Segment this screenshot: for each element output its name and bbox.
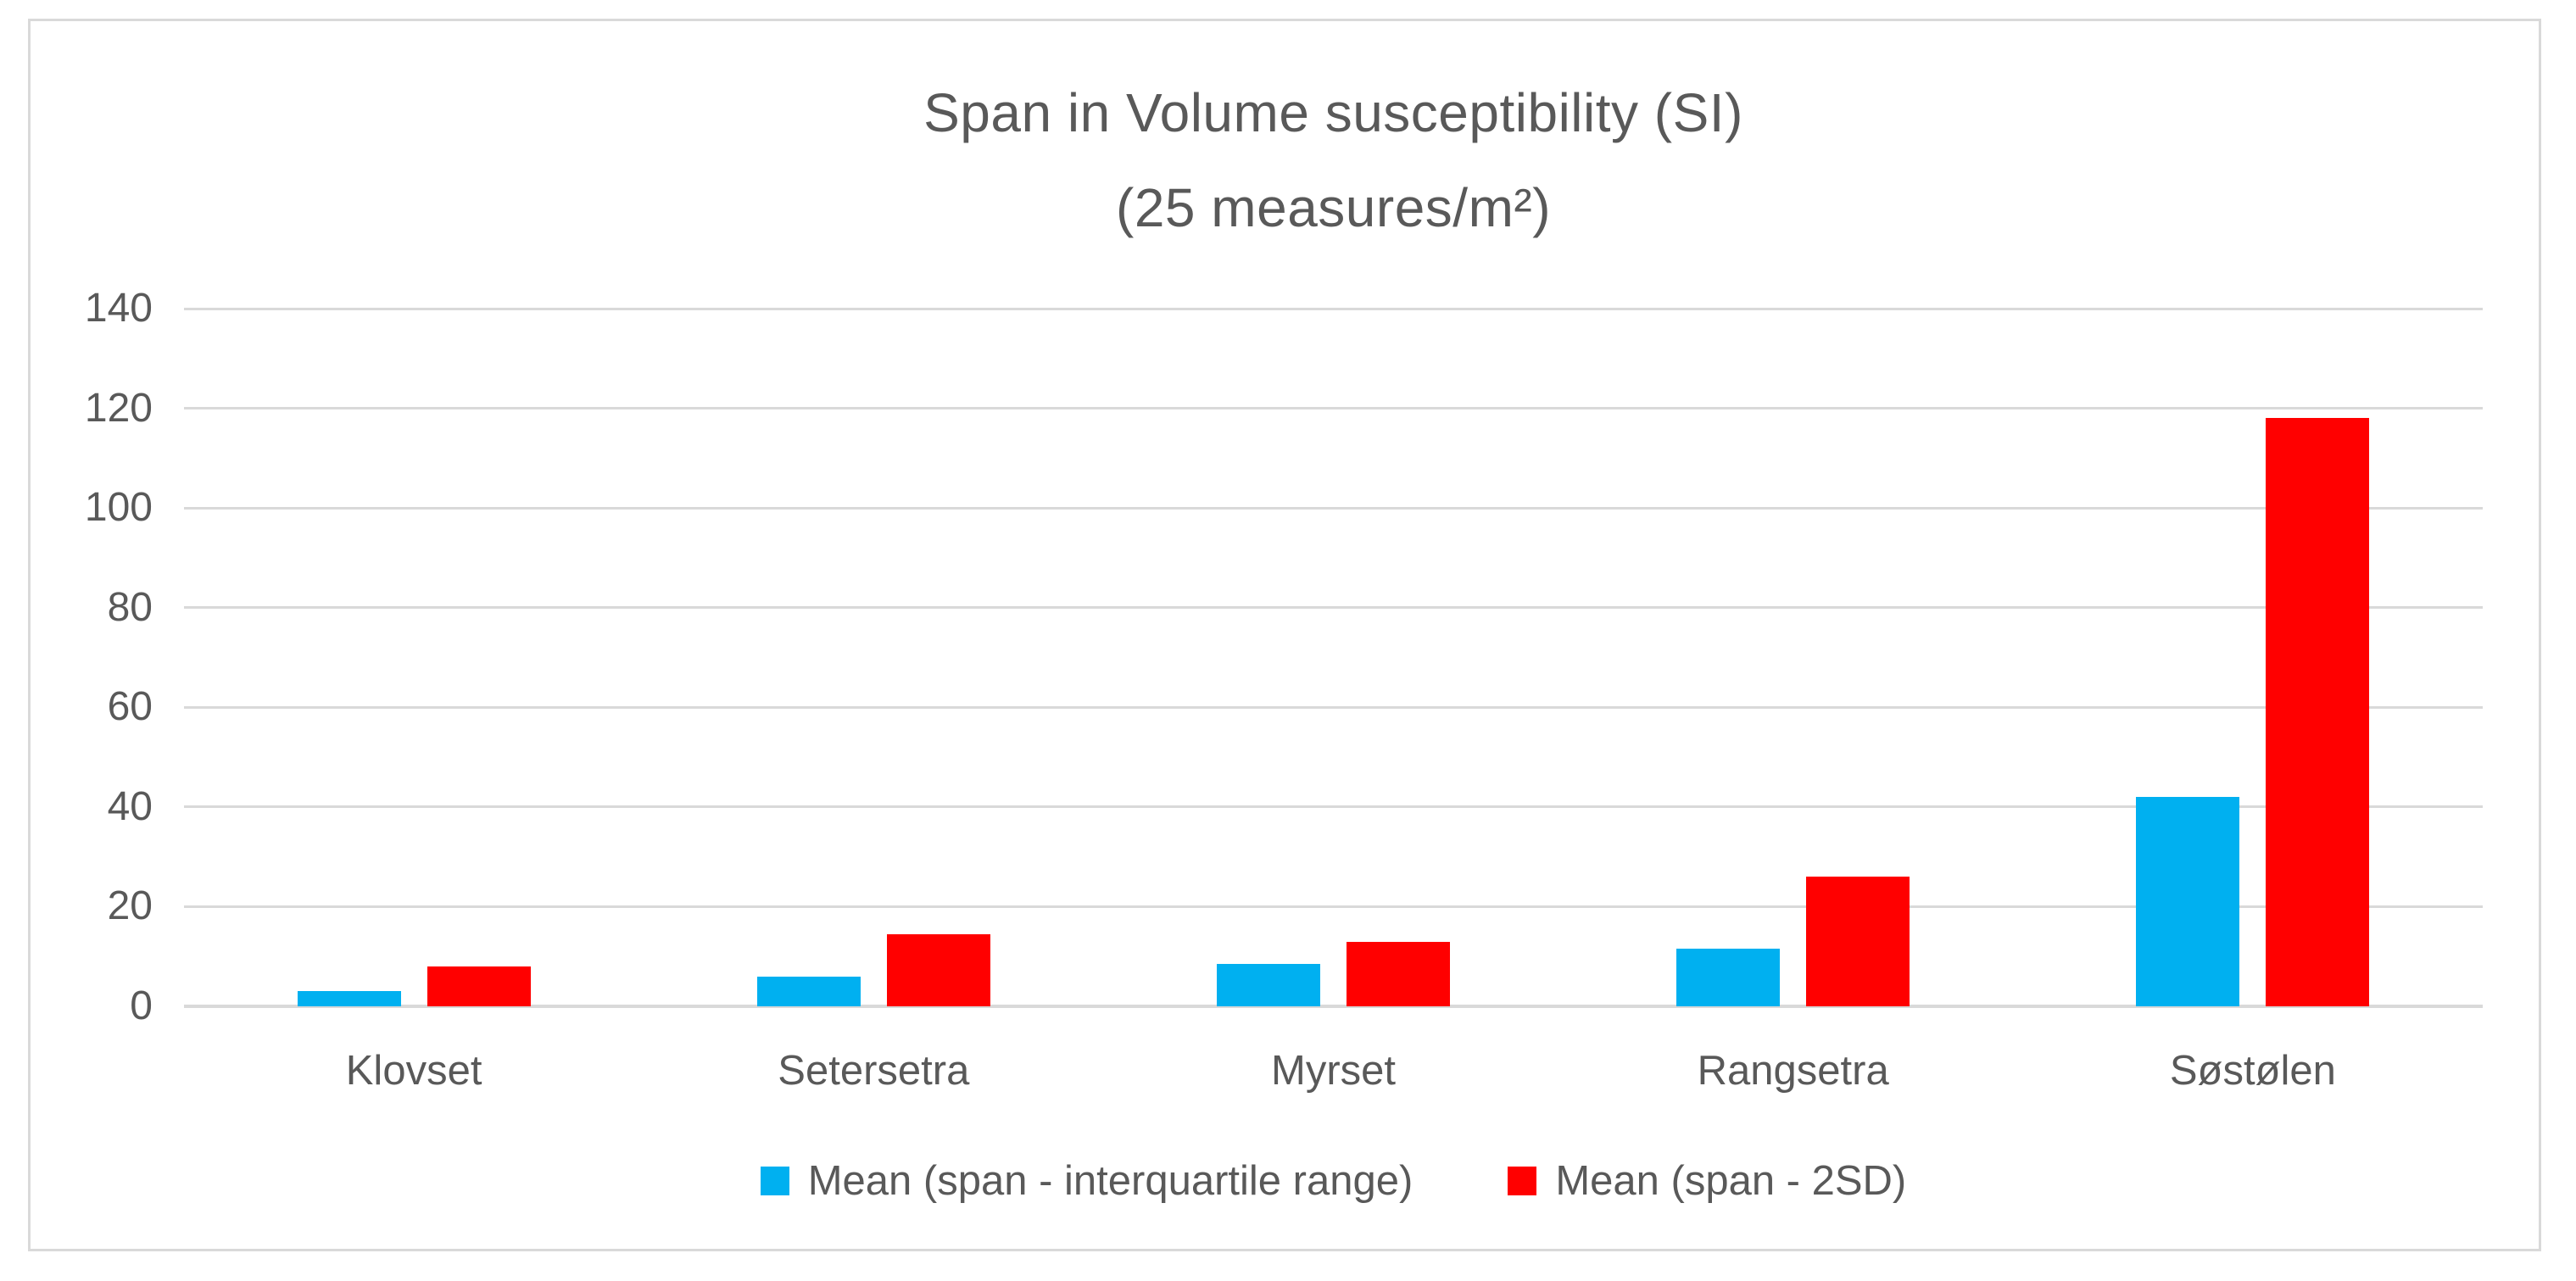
gridline bbox=[184, 407, 2483, 410]
gridline bbox=[184, 307, 2483, 310]
bar-series1-klovset bbox=[297, 991, 401, 1006]
chart-title: Span in Volume susceptibility (SI) bbox=[923, 82, 1743, 143]
legend-entry: Mean (span - 2SD) bbox=[1508, 1157, 1906, 1205]
bar-series1-setersetra bbox=[756, 976, 861, 1006]
bar-series2-søstølen bbox=[2266, 418, 2370, 1006]
y-axis: 0 20 40 60 80 100 120 140 bbox=[31, 21, 158, 1249]
x-category-label: Søstølen bbox=[2169, 1048, 2336, 1094]
x-category-label: Klovset bbox=[345, 1048, 482, 1094]
y-tick-label: 20 bbox=[107, 883, 153, 929]
legend-swatch bbox=[760, 1167, 789, 1195]
gridline bbox=[184, 805, 2483, 809]
bar-series2-myrset bbox=[1347, 941, 1450, 1006]
title-block: Span in Volume susceptibility (SI) (25 m… bbox=[184, 65, 2483, 255]
bar-series2-klovset bbox=[427, 966, 531, 1006]
bar-series1-søstølen bbox=[2136, 797, 2240, 1006]
x-category-label: Rangsetra bbox=[1697, 1048, 1889, 1094]
chart-frame: Span in Volume susceptibility (SI) (25 m… bbox=[28, 19, 2541, 1251]
y-tick-label: 0 bbox=[130, 983, 153, 1028]
gridline bbox=[184, 1005, 2483, 1008]
legend-entry: Mean (span - interquartile range) bbox=[760, 1157, 1413, 1205]
gridline bbox=[184, 705, 2483, 709]
y-tick-label: 40 bbox=[107, 783, 153, 829]
legend-label: Mean (span - interquartile range) bbox=[807, 1158, 1413, 1204]
bar-series1-rangsetra bbox=[1676, 949, 1781, 1006]
bar-series2-setersetra bbox=[886, 933, 990, 1006]
gridline bbox=[184, 506, 2483, 510]
x-axis: Klovset Setersetra Myrset Rangsetra Søstølen bbox=[184, 1045, 2483, 1105]
legend-label: Mean (span - 2SD) bbox=[1555, 1158, 1907, 1204]
x-category-label: Setersetra bbox=[778, 1048, 970, 1094]
y-tick-label: 120 bbox=[84, 385, 153, 431]
bar-series2-rangsetra bbox=[1806, 877, 1910, 1006]
legend-swatch bbox=[1508, 1167, 1537, 1195]
y-tick-label: 60 bbox=[107, 684, 153, 730]
gridline bbox=[184, 905, 2483, 908]
bar-series1-myrset bbox=[1217, 964, 1320, 1006]
gridline bbox=[184, 606, 2483, 610]
plot-area bbox=[184, 307, 2483, 1008]
y-tick-label: 80 bbox=[107, 584, 153, 630]
legend: Mean (span - interquartile range) Mean (s… bbox=[184, 1157, 2483, 1205]
chart-subtitle: (25 measures/m²) bbox=[1116, 177, 1551, 238]
y-tick-label: 140 bbox=[84, 286, 153, 331]
x-category-label: Myrset bbox=[1271, 1048, 1396, 1094]
y-tick-label: 100 bbox=[84, 485, 153, 531]
